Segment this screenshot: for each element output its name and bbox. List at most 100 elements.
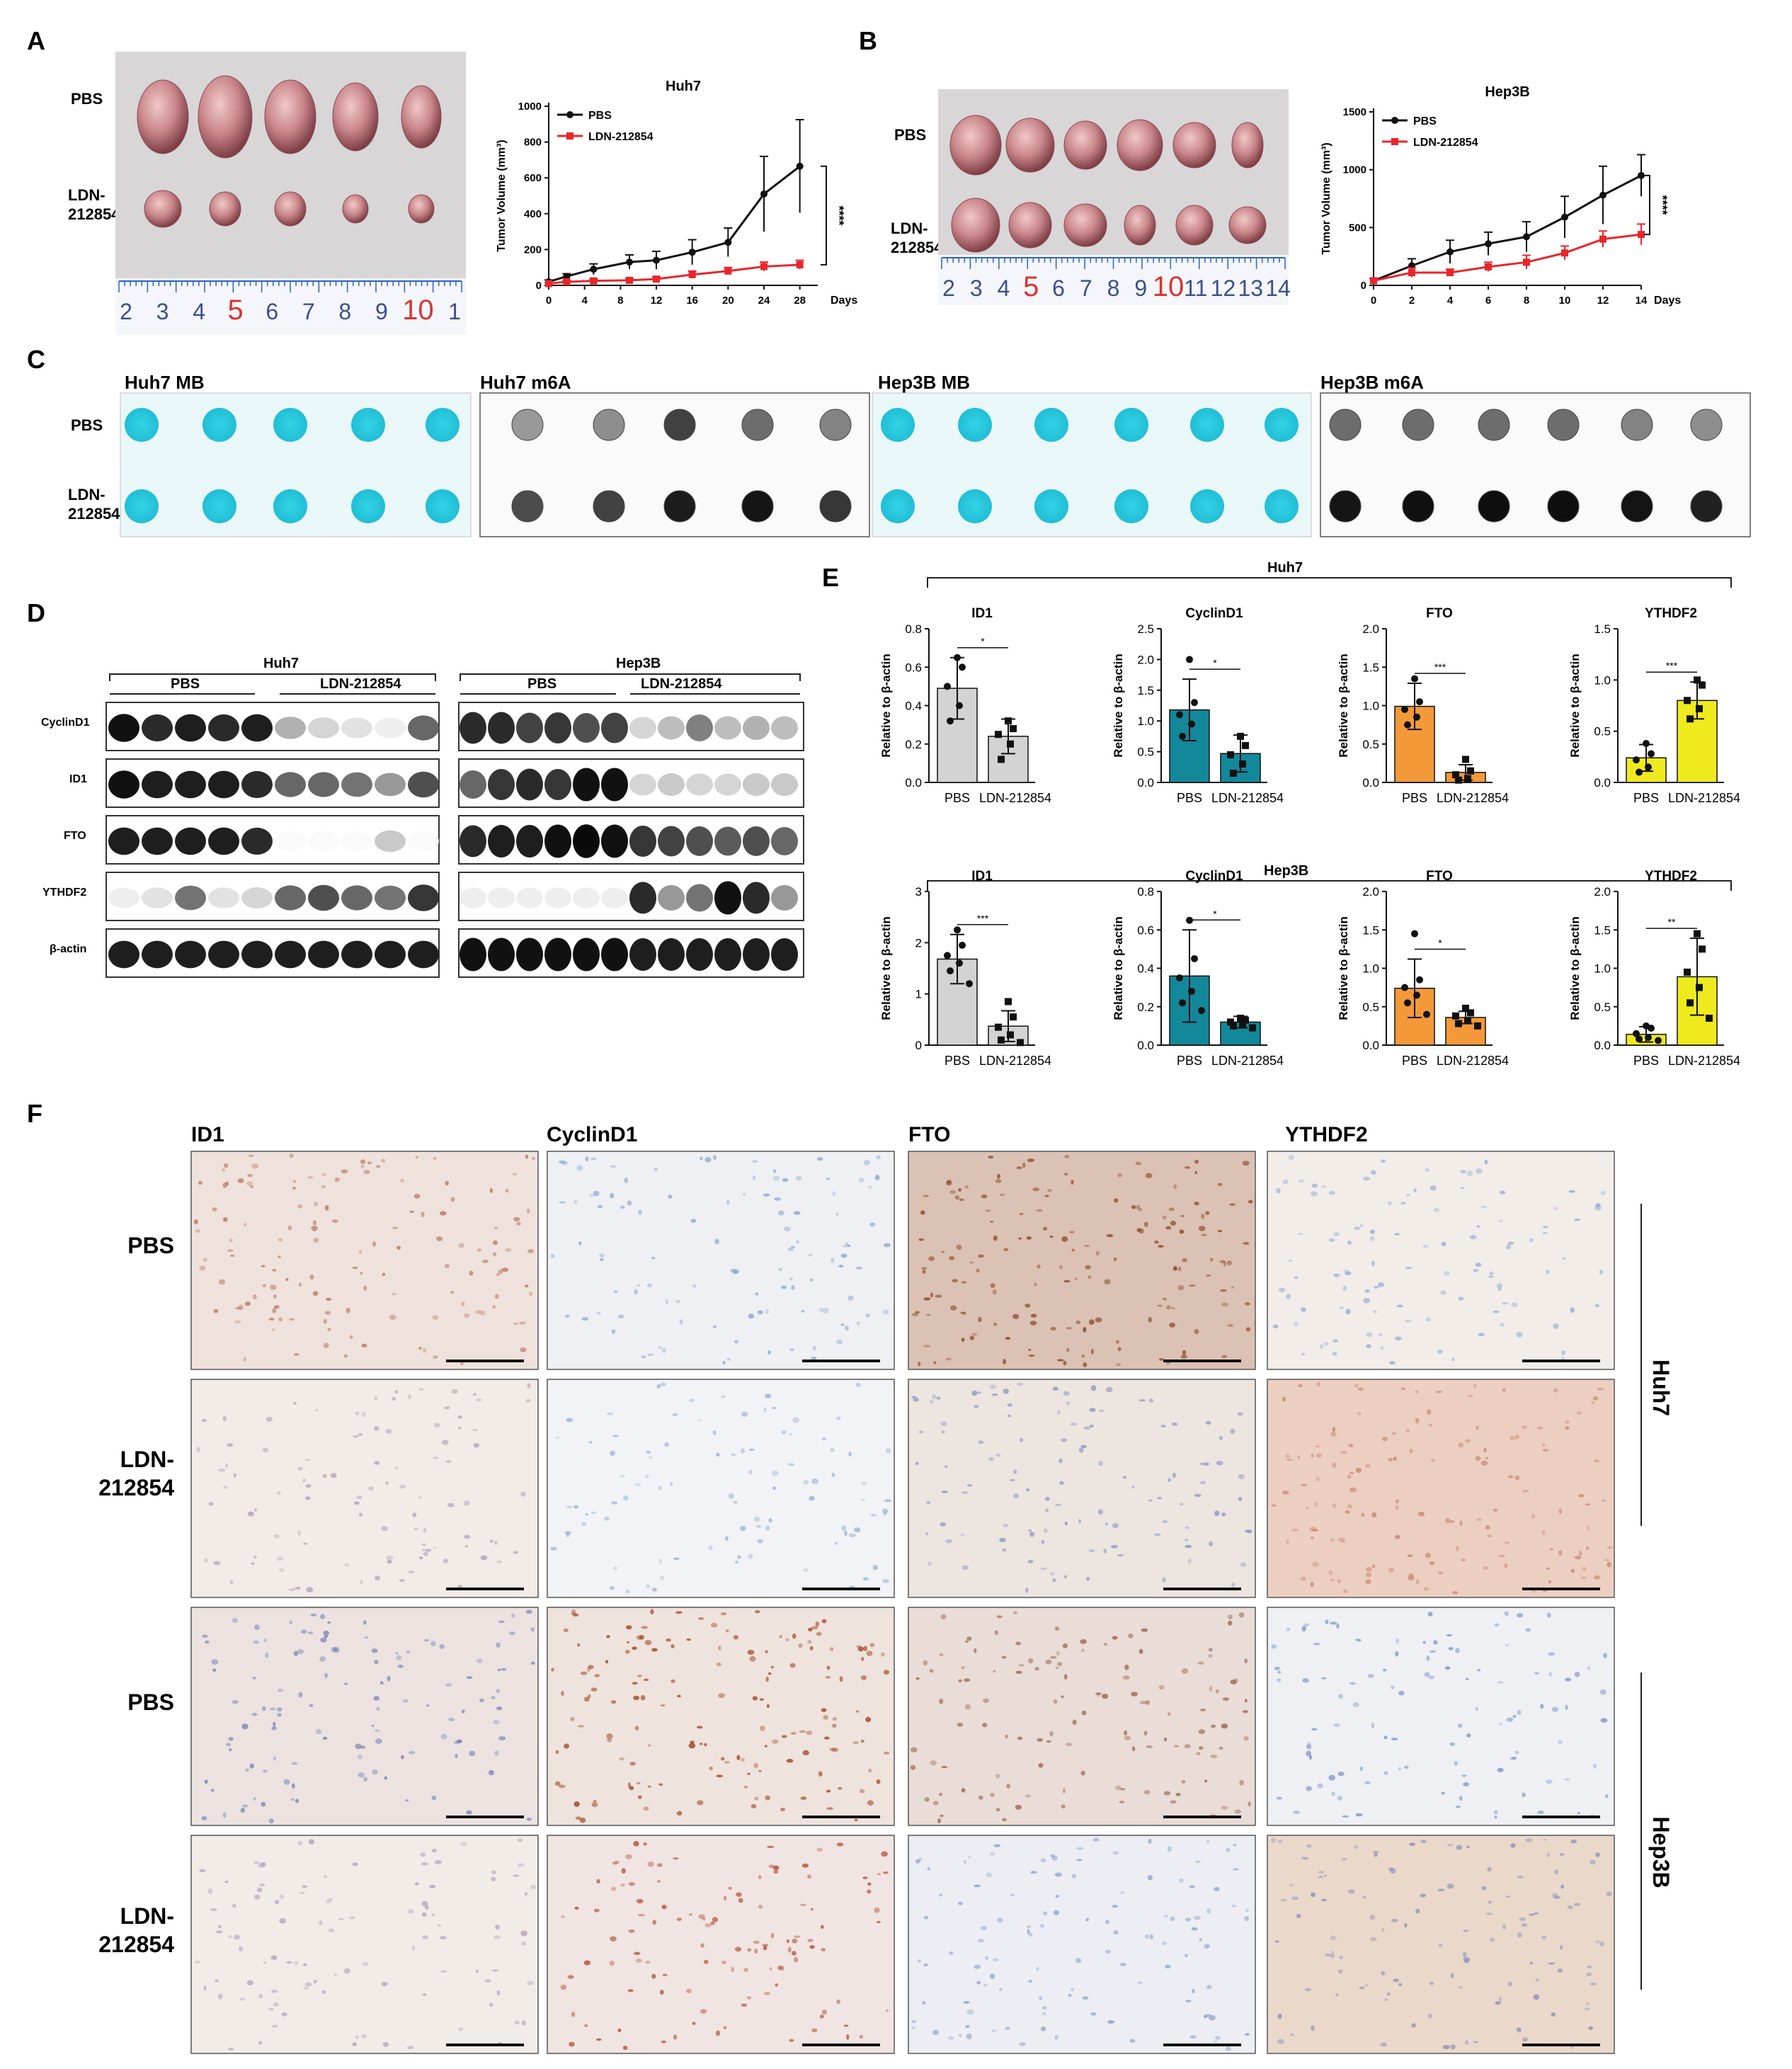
ihc-cell	[1359, 1224, 1364, 1228]
ihc-cell	[1026, 1236, 1032, 1240]
ihc-cell	[358, 1512, 363, 1517]
ihc-cell	[658, 1558, 663, 1564]
ihc-tile	[190, 1151, 539, 1370]
ihc-cell	[1272, 1324, 1279, 1329]
ihc-cell	[1089, 1424, 1094, 1428]
panel-b-row-pbs: PBS	[894, 126, 926, 144]
ihc-cell	[625, 1854, 633, 1859]
ihc-cell	[876, 1779, 881, 1784]
ihc-cell	[635, 1958, 642, 1963]
data-point	[653, 256, 660, 264]
blot-band	[743, 773, 770, 796]
ihc-cell	[1162, 1941, 1168, 1946]
ihc-cell	[496, 1990, 501, 1996]
ihc-cell	[1040, 1567, 1047, 1571]
ihc-cell	[1409, 1842, 1415, 1847]
ihc-cell	[918, 1430, 923, 1434]
ihc-cell	[672, 1413, 678, 1416]
ihc-cell	[273, 1534, 280, 1539]
ihc-cell	[867, 1882, 872, 1886]
ihc-cell	[1206, 1274, 1211, 1277]
ihc-cell	[303, 1542, 308, 1545]
ihc-cell	[832, 1723, 837, 1728]
blot-band	[658, 938, 685, 971]
ihc-cell	[821, 1437, 826, 1441]
significance-label: **	[1668, 916, 1676, 928]
data-point	[1237, 1015, 1244, 1022]
ihc-cell	[1333, 1723, 1340, 1727]
ihc-cell	[763, 1407, 767, 1413]
ihc-cell	[1092, 1837, 1100, 1842]
ihc-cell	[1105, 1386, 1113, 1393]
ihc-cell	[1300, 1307, 1306, 1313]
ihc-cell	[935, 1294, 942, 1298]
ihc-cell	[757, 1310, 763, 1315]
x-tick-label: PBS	[944, 791, 970, 805]
ihc-cell	[1301, 1483, 1308, 1486]
data-point	[1694, 930, 1701, 937]
ihc-cell	[252, 1676, 256, 1680]
ihc-cell	[1364, 1781, 1371, 1785]
ihc-cell	[276, 1556, 284, 1561]
ihc-cell	[527, 1249, 535, 1254]
ihc-cell	[767, 1350, 771, 1355]
ihc-cell	[732, 1269, 739, 1275]
ihc-cell	[374, 1729, 379, 1732]
ihc-cell	[1476, 1518, 1483, 1521]
ihc-cell	[961, 1666, 965, 1670]
ihc-cell	[609, 1586, 615, 1590]
y-axis-label: Relative to β-actin	[879, 654, 893, 757]
data-point	[1179, 999, 1186, 1007]
blot-band	[375, 773, 406, 797]
ihc-cell	[493, 1226, 498, 1230]
ihc-cell	[1194, 1328, 1199, 1335]
ihc-cell	[218, 1279, 226, 1285]
ihc-cell	[809, 1646, 814, 1651]
ihc-cell	[279, 1917, 287, 1924]
ihc-cell	[1450, 2044, 1456, 2050]
ihc-cell	[1230, 1679, 1237, 1685]
ihc-cell	[1481, 1886, 1487, 1891]
ihc-cell	[555, 1750, 559, 1754]
tumor	[264, 79, 316, 154]
ihc-cell	[1131, 1486, 1135, 1489]
ihc-cell	[496, 1642, 501, 1648]
blot-band	[241, 887, 273, 908]
ihc-tile	[1267, 1151, 1615, 1370]
ihc-cell	[463, 1313, 470, 1318]
ihc-cell	[371, 1648, 378, 1653]
data-point	[1687, 715, 1694, 723]
ihc-cell	[551, 1668, 554, 1672]
ihc-cell	[421, 1912, 427, 1917]
ihc-cell	[262, 1284, 266, 1287]
data-point	[1005, 998, 1012, 1005]
ihc-cell	[518, 1838, 523, 1842]
ihc-cell	[1055, 1895, 1059, 1898]
ihc-cell	[215, 1979, 219, 1983]
ihc-cell	[731, 1966, 735, 1973]
data-point	[1179, 732, 1186, 740]
ihc-cell	[1463, 1930, 1469, 1932]
ihc-cell	[1276, 1187, 1281, 1194]
ihc-cell	[1553, 1207, 1558, 1210]
ihc-tile	[547, 1835, 895, 2054]
ihc-cell	[1466, 1395, 1473, 1398]
ihc-cell	[402, 1699, 409, 1703]
data-point	[1645, 763, 1652, 771]
x-tick-label: PBS	[1633, 1054, 1659, 1068]
ihc-cell	[295, 1799, 299, 1803]
ihc-cell	[1415, 1418, 1420, 1424]
data-point	[954, 926, 961, 934]
x-tick-label: LDN-212854	[1668, 791, 1740, 805]
ihc-cell	[917, 1959, 921, 1963]
blot-band	[658, 826, 685, 857]
ihc-cell	[811, 1478, 819, 1484]
blot-band	[408, 771, 439, 798]
y-tick-label: 1.0	[1362, 962, 1379, 976]
ihc-cell	[1036, 1209, 1043, 1212]
ihc-cell	[1112, 1522, 1119, 1529]
ihc-cell	[1546, 1270, 1549, 1275]
ihc-cell	[297, 1649, 304, 1654]
ihc-cell	[1371, 1260, 1375, 1267]
blot-band	[743, 882, 770, 914]
